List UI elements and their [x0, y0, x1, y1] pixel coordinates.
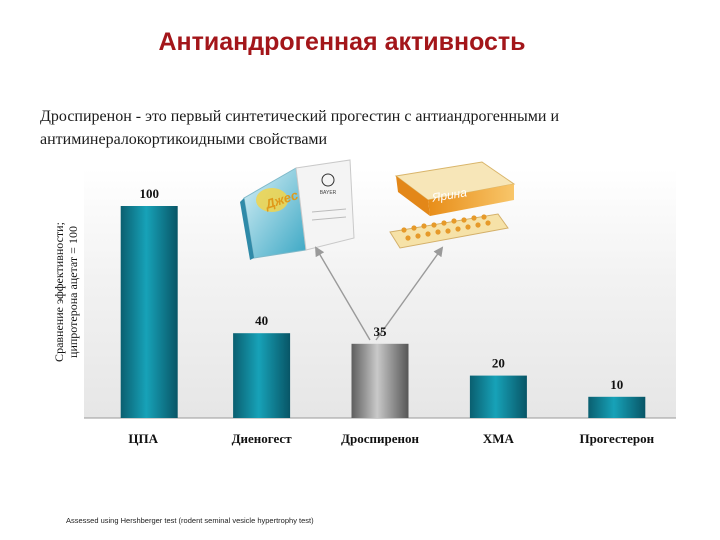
data-label-1: 100: [139, 186, 159, 201]
data-label-5: 10: [610, 377, 623, 392]
bar-5: [588, 396, 646, 418]
footnote: Assessed using Hershberger test (rodent …: [66, 516, 314, 525]
data-label-2: 40: [255, 313, 268, 328]
data-label-3: 35: [374, 324, 388, 339]
yarina-pack-image: Ярина: [389, 161, 516, 249]
category-label-4: ХМА: [483, 431, 515, 446]
page-title: Антиандрогенная активность: [158, 28, 526, 56]
bar-3: [351, 343, 409, 418]
jess-pack-image: Джес BAYER: [240, 159, 355, 260]
bayer-text: BAYER: [320, 190, 337, 196]
category-label-3: Дроспиренон: [341, 431, 419, 446]
arrow-to-jess: [315, 246, 371, 341]
category-label-5: Прогестерон: [579, 431, 654, 446]
yarina-brand-text: Ярина: [430, 185, 468, 204]
page-subtitle: Дроспиренон - это первый синтетический п…: [40, 108, 560, 148]
bar-2: [233, 333, 291, 418]
category-label-1: ЦПА: [128, 431, 158, 446]
data-label-4: 20: [492, 356, 505, 371]
bar-1: [120, 206, 178, 418]
bar-4: [469, 375, 527, 418]
arrow-to-yarina: [375, 246, 444, 341]
category-label-2: Диеногест: [232, 431, 293, 446]
